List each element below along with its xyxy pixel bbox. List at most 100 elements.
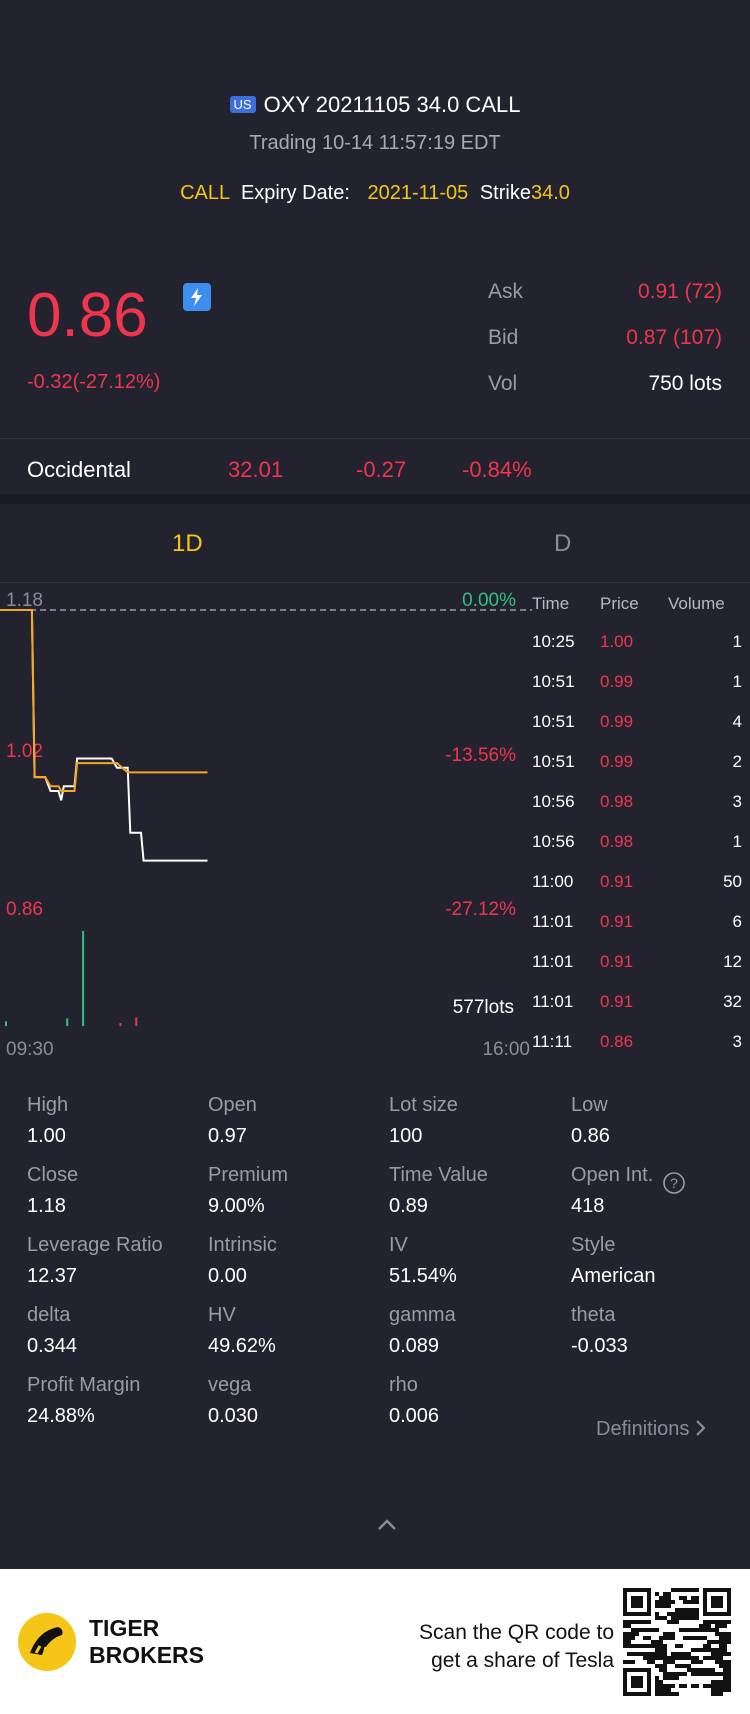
trade-time: 10:51 [532,712,575,731]
stat-value: 1.18 [27,1195,66,1217]
trade-volume: 3 [732,792,742,811]
lightning-icon[interactable] [183,283,211,311]
volume-bar [135,1017,138,1026]
vol-row: Vol 750 lots [488,372,722,396]
bid-label: Bid [488,326,519,349]
expiry-value: 2021-11-05 [367,182,469,204]
stat-label: IV [389,1234,408,1256]
underlying-pct: -0.84% [462,457,532,482]
tab-1d[interactable]: 1D [172,530,203,557]
stat-item: Lot size 100 [389,1094,559,1148]
trade-volume: 2 [732,752,742,771]
stat-value: 0.97 [208,1125,247,1147]
svg-text:?: ? [670,1175,678,1191]
definitions-label: Definitions [596,1418,690,1440]
y-label-mid: 1.02 [6,741,43,762]
pct-label-bottom: -27.12% [445,899,516,920]
stat-value: 12.37 [27,1265,78,1287]
help-icon[interactable]: ? [662,1171,686,1200]
trade-price: 0.99 [600,752,634,771]
trade-volume: 50 [723,872,742,891]
strike-label: Strike [479,182,531,204]
x-label-end: 16:00 [482,1039,530,1060]
stat-label: Leverage Ratio [27,1234,163,1256]
volume-bar [66,1018,69,1026]
stat-item: Open 0.97 [208,1094,378,1148]
expiry-label: Expiry Date: [240,182,350,204]
stat-label: delta [27,1304,71,1326]
trade-volume: 4 [732,712,742,731]
chevron-right-icon [696,1420,706,1436]
stat-label: Open [208,1094,257,1116]
option-type: CALL [180,182,230,204]
ask-row: Ask 0.91 (72) [488,280,722,304]
trade-time: 11:01 [532,912,574,931]
volume-bar [119,1023,122,1026]
underlying-name: Occidental [27,457,131,482]
scan-line-2: get a share of Tesla [431,1649,614,1672]
underlying-row[interactable]: Occidental 32.01 -0.27 -0.84% [0,438,750,497]
stat-item: Profit Margin 24.88% [27,1374,197,1428]
pct-label-mid: -13.56% [445,745,516,766]
stat-item: High 1.00 [27,1094,197,1148]
contract-name: OXY 20211105 34.0 CALL [263,92,521,117]
stat-value: 0.089 [389,1335,440,1357]
stat-item: vega 0.030 [208,1374,378,1428]
stat-label: theta [571,1304,616,1326]
stat-item: HV 49.62% [208,1304,378,1358]
definitions-link[interactable]: Definitions [596,1418,707,1441]
brand-line-1: TIGER [89,1615,160,1641]
volume-label: 577lots [453,997,514,1018]
stat-label: Profit Margin [27,1374,141,1396]
volume-bar [5,1021,7,1027]
brand-line-2: BROKERS [89,1642,205,1668]
y-label-bottom: 0.86 [6,899,43,920]
stat-value: 51.54% [389,1265,457,1287]
stat-item: Style American [571,1234,741,1288]
price-change: -0.32(-27.12%) [27,371,161,393]
price-line [0,609,208,862]
stat-item: IV 51.54% [389,1234,559,1288]
x-label-start: 09:30 [6,1039,54,1060]
stat-item: theta -0.033 [571,1304,741,1358]
series-layer [0,609,208,862]
market-badge: US [229,96,256,113]
stat-label: Close [27,1164,79,1186]
scan-text: Scan the QR code to get a share of Tesla [380,1619,614,1675]
trade-price: 1.00 [600,632,634,651]
stat-value: 0.344 [27,1335,78,1357]
trade-time: 10:51 [532,752,575,771]
trade-time: 11:00 [532,872,574,891]
stat-value: 0.030 [208,1405,259,1427]
stat-label: Premium [208,1164,289,1186]
trade-price: 0.99 [600,712,634,731]
volume-layer [5,931,138,1027]
tab-d[interactable]: D [554,530,572,557]
underlying-change: -0.27 [356,457,407,482]
stat-value: 0.89 [389,1195,428,1217]
stat-value: -0.033 [571,1335,628,1357]
trading-status: Trading 10-14 11:57:19 EDT [249,132,501,154]
stat-value: American [571,1265,656,1287]
tiger-logo-icon [18,1613,76,1671]
stat-label: Style [571,1234,616,1256]
stat-item: Close 1.18 [27,1164,197,1218]
stat-label: Lot size [389,1094,458,1116]
stat-item: rho 0.006 [389,1374,559,1428]
trade-time: 10:56 [532,792,575,811]
tabs-divider [0,582,750,583]
contract-title: US OXY 20211105 34.0 CALL [0,92,750,118]
ask-label: Ask [488,280,524,303]
chevron-up-icon[interactable] [376,1518,398,1532]
intraday-chart[interactable]: 1.18 0.00% 1.02 -13.56% 0.86 -27.12% 577… [0,585,532,1065]
trade-volume: 3 [732,1032,742,1051]
expiry-line: CALL Expiry Date: 2021-11-05 Strike34.0 [0,182,750,205]
qr-code-icon [623,1588,731,1696]
trade-volume: 12 [723,952,742,971]
stat-value: 9.00% [208,1195,265,1217]
trade-time: 11:01 [532,952,574,971]
trade-price: 0.91 [600,992,634,1011]
stat-label: vega [208,1374,252,1396]
underlying-price: 32.01 [228,457,284,482]
stat-label: Low [571,1094,608,1116]
